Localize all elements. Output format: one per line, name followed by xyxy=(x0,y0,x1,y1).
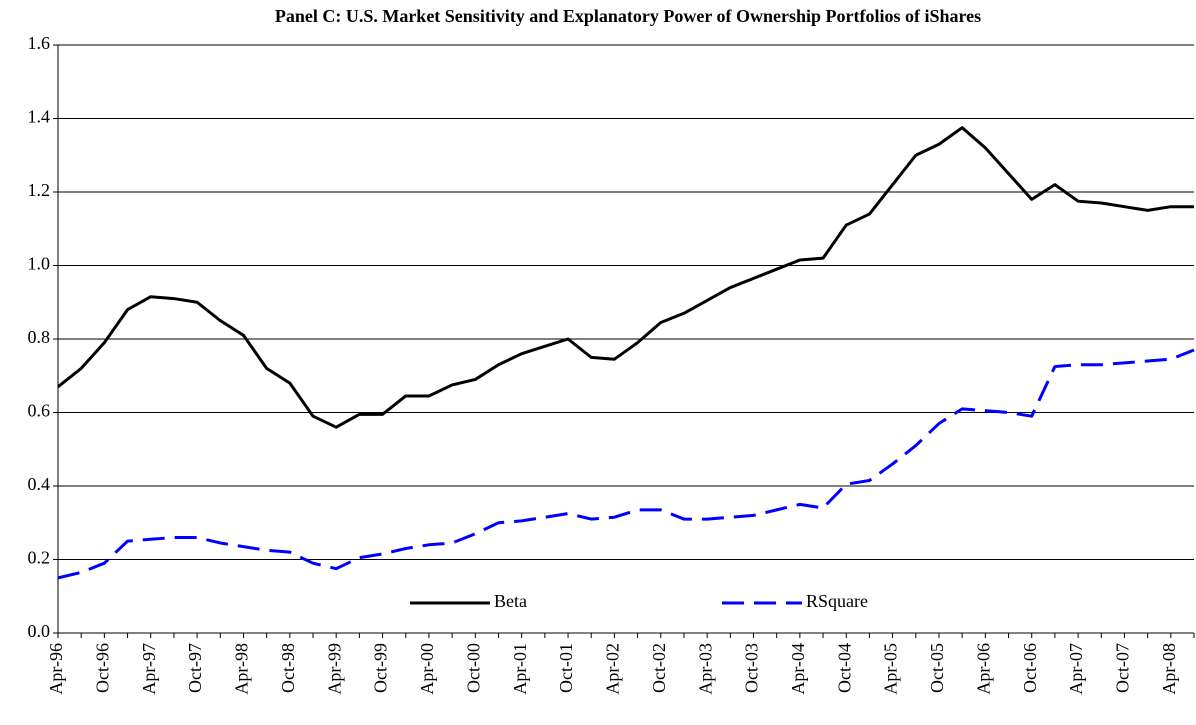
y-tick-label: 1.0 xyxy=(28,254,51,274)
y-tick-label: 0.6 xyxy=(28,401,51,421)
x-tick-label: Apr-07 xyxy=(1066,643,1086,695)
y-tick-label: 0.0 xyxy=(28,621,51,641)
x-tick-label: Oct-00 xyxy=(463,643,483,693)
x-tick-label: Apr-01 xyxy=(510,643,530,695)
x-tick-label: Apr-05 xyxy=(881,643,901,695)
x-tick-label: Oct-98 xyxy=(278,643,298,693)
x-tick-label: Apr-03 xyxy=(695,643,715,695)
x-tick-label: Oct-04 xyxy=(834,643,854,693)
x-tick-label: Oct-99 xyxy=(371,643,391,693)
x-tick-label: Apr-02 xyxy=(603,643,623,695)
x-tick-label: Oct-97 xyxy=(185,643,205,693)
y-tick-label: 1.2 xyxy=(28,180,51,200)
x-tick-label: Oct-07 xyxy=(1113,643,1133,693)
y-tick-label: 0.2 xyxy=(28,548,51,568)
legend-label: Beta xyxy=(494,591,527,611)
x-tick-label: Apr-08 xyxy=(1159,643,1179,695)
y-tick-label: 1.6 xyxy=(28,33,51,53)
chart-title: Panel C: U.S. Market Sensitivity and Exp… xyxy=(275,6,981,26)
y-tick-label: 0.4 xyxy=(28,474,51,494)
x-tick-label: Oct-03 xyxy=(742,643,762,693)
x-tick-label: Apr-00 xyxy=(417,643,437,695)
x-tick-label: Oct-01 xyxy=(556,643,576,693)
x-tick-label: Oct-02 xyxy=(649,643,669,693)
y-tick-label: 0.8 xyxy=(28,327,51,347)
x-tick-label: Oct-06 xyxy=(1020,643,1040,693)
x-tick-label: Oct-96 xyxy=(92,643,112,693)
legend-label: RSquare xyxy=(806,591,868,611)
x-tick-label: Apr-96 xyxy=(46,643,66,695)
x-tick-label: Apr-06 xyxy=(973,643,993,695)
line-series xyxy=(57,348,1195,580)
y-tick-label: 1.4 xyxy=(28,107,51,127)
x-tick-label: Apr-99 xyxy=(324,643,344,695)
line-series xyxy=(57,126,1194,429)
x-tick-label: Apr-97 xyxy=(139,643,159,695)
x-tick-label: Apr-98 xyxy=(232,643,252,695)
x-tick-label: Apr-04 xyxy=(788,643,808,695)
x-tick-label: Oct-05 xyxy=(927,643,947,693)
